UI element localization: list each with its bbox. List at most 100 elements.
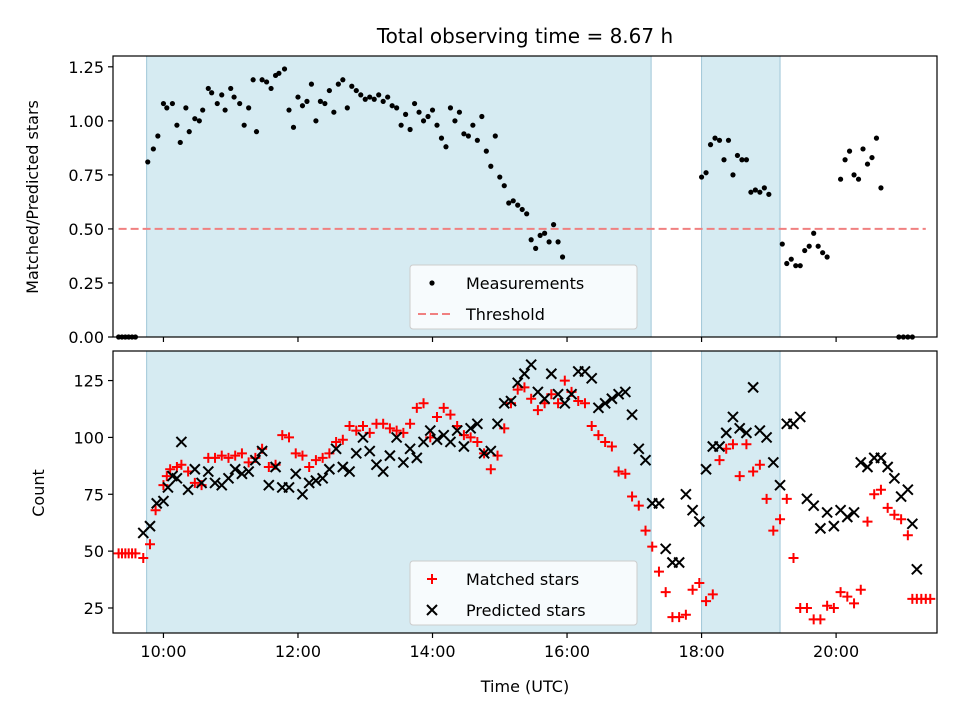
top-point-0-99: [698, 174, 705, 180]
top-point-0-23: [222, 107, 228, 113]
bottom-point-1-1: [144, 520, 156, 532]
bottom-point-1-47: [444, 436, 457, 448]
bottom-point-0-15: [189, 477, 200, 488]
bottom-point-1-17: [242, 465, 255, 478]
top-point-0-104: [721, 157, 727, 163]
top-chart-title: Total observing time = 8.67 h: [376, 24, 673, 48]
bottom-point-0-59: [485, 464, 496, 475]
top-point-0-91: [528, 237, 534, 243]
bottom-x-tick-label-4: 18:00: [679, 642, 725, 661]
bottom-point-1-42: [411, 452, 423, 464]
bottom-point-1-65: [565, 388, 578, 400]
top-point-0-36: [281, 66, 288, 72]
bottom-point-1-30: [330, 443, 342, 455]
top-y-tick-label-2: 0.50: [68, 220, 104, 239]
bottom-point-1-9: [189, 463, 201, 475]
bottom-point-1-26: [303, 477, 315, 489]
top-plot-frame: [112, 55, 938, 338]
bottom-point-0-19: [216, 450, 227, 461]
bottom-point-1-85: [700, 463, 712, 475]
bottom-point-1-11: [202, 465, 215, 478]
top-point-0-72: [443, 144, 449, 150]
bottom-point-1-14: [222, 472, 235, 485]
bottom-point-1-6: [171, 472, 183, 485]
top-point-0-116: [784, 260, 790, 267]
bottom-point-0-93: [714, 455, 725, 466]
bottom-point-1-91: [740, 427, 753, 439]
bottom-point-0-52: [438, 402, 449, 413]
bottom-point-0-34: [317, 452, 328, 463]
bottom-y-tick-label-2: 75: [84, 485, 104, 504]
top-point-0-32: [263, 79, 270, 85]
bottom-legend-label-1: Predicted stars: [466, 601, 586, 620]
bottom-point-0-36: [331, 436, 342, 447]
bottom-shaded-interval-1: [701, 350, 781, 634]
bottom-point-1-51: [471, 418, 484, 430]
bottom-point-1-8: [182, 484, 194, 496]
top-point-0-85: [501, 183, 507, 189]
top-point-0-18: [200, 107, 206, 113]
top-point-0-112: [757, 189, 763, 195]
top-point-0-53: [358, 92, 364, 98]
bottom-point-0-77: [606, 441, 617, 452]
top-point-0-86: [506, 200, 512, 206]
bottom-point-1-4: [162, 481, 174, 494]
bottom-point-0-7: [144, 539, 155, 550]
bottom-point-1-58: [518, 368, 531, 380]
bottom-point-0-76: [600, 436, 611, 447]
bottom-point-0-75: [593, 430, 604, 441]
top-point-0-59: [385, 94, 391, 100]
bottom-point-0-91: [701, 596, 712, 607]
top-point-0-128: [846, 148, 853, 154]
top-point-0-80: [479, 113, 485, 120]
top-point-0-131: [860, 146, 866, 152]
top-point-0-33: [268, 85, 274, 92]
bottom-point-0-82: [640, 525, 651, 536]
top-point-0-20: [209, 90, 215, 96]
bottom-point-0-38: [344, 421, 355, 432]
top-point-0-13: [177, 139, 183, 146]
bottom-point-0-97: [741, 439, 752, 450]
bottom-point-0-117: [875, 484, 886, 495]
top-y-tick-label-0: 0.00: [68, 328, 104, 347]
bottom-point-1-108: [855, 456, 867, 469]
bottom-point-0-26: [263, 461, 274, 472]
bottom-point-0-102: [775, 514, 786, 525]
bottom-point-1-99: [794, 411, 806, 423]
bottom-point-1-38: [384, 449, 396, 462]
top-point-0-55: [367, 94, 373, 100]
bottom-point-1-95: [767, 456, 780, 469]
top-point-0-47: [331, 109, 337, 115]
top-point-0-12: [174, 122, 180, 128]
top-legend: Measurements Threshold: [409, 264, 638, 330]
bottom-point-0-126: [925, 593, 936, 604]
top-point-0-108: [739, 157, 745, 163]
top-point-0-39: [295, 94, 301, 100]
bottom-point-0-56: [465, 432, 476, 443]
top-point-0-27: [241, 122, 247, 128]
bottom-point-1-7: [175, 436, 188, 448]
bottom-point-0-112: [842, 591, 853, 602]
bottom-point-0-73: [579, 398, 590, 409]
top-point-0-82: [488, 163, 494, 169]
bottom-point-0-78: [613, 466, 624, 477]
top-point-0-113: [761, 185, 767, 191]
bottom-point-0-83: [647, 541, 658, 552]
top-point-0-115: [779, 241, 785, 247]
bottom-point-1-106: [841, 511, 854, 523]
bottom-point-1-117: [911, 563, 923, 576]
bottom-point-0-119: [889, 509, 900, 520]
bottom-legend-marker-1: [426, 604, 438, 616]
top-point-0-121: [806, 243, 812, 249]
bottom-series-0: [113, 375, 936, 625]
bottom-point-0-57: [472, 436, 483, 447]
top-point-0-118: [793, 263, 799, 269]
bottom-point-1-2: [151, 497, 163, 510]
bottom-point-1-43: [417, 436, 430, 448]
bottom-legend-box: [409, 560, 638, 626]
bottom-point-1-35: [364, 445, 376, 457]
bottom-point-0-98: [748, 466, 759, 477]
bottom-point-0-6: [138, 552, 149, 563]
top-point-0-52: [353, 87, 359, 94]
bottom-point-1-52: [478, 447, 490, 460]
